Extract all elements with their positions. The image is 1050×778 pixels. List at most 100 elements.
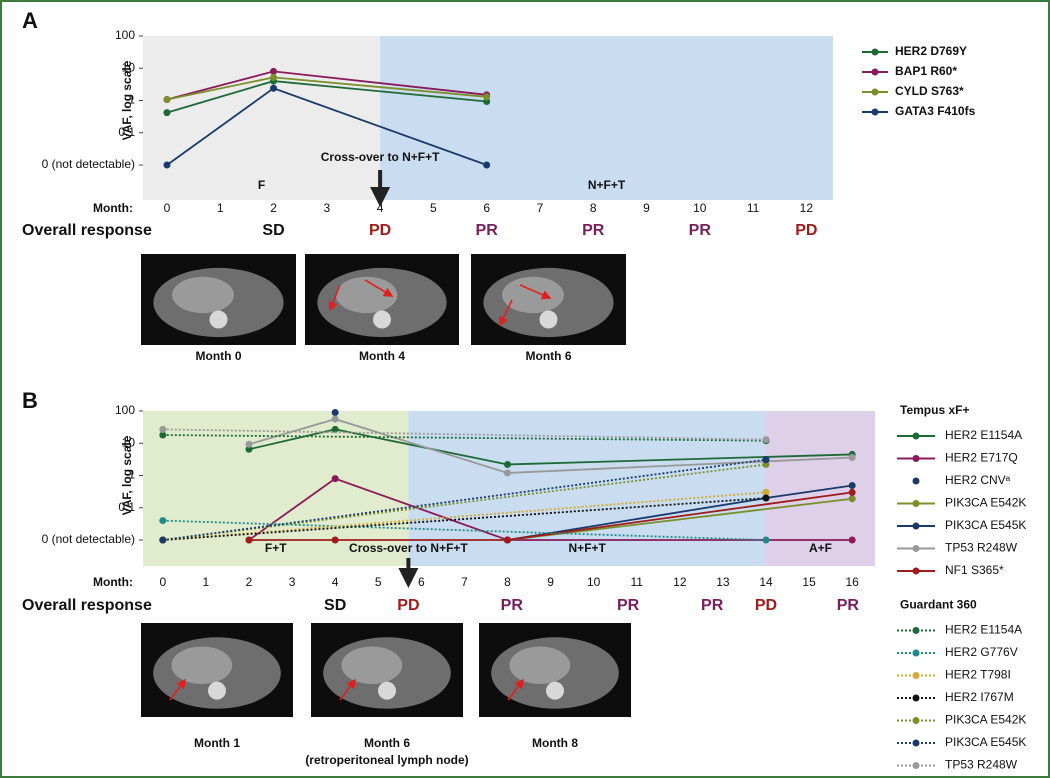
legend-label: TP53 R248W bbox=[945, 541, 1018, 555]
data-point bbox=[503, 536, 511, 544]
data-point bbox=[159, 425, 167, 433]
series-line bbox=[248, 491, 853, 541]
data-point bbox=[163, 109, 171, 117]
x-tick-label: 1 bbox=[203, 575, 210, 589]
data-point bbox=[245, 440, 253, 448]
x-tick-label: 12 bbox=[673, 575, 687, 589]
scan-organ bbox=[341, 646, 403, 685]
series-line bbox=[162, 458, 767, 541]
scan-spine bbox=[208, 681, 226, 700]
legend-label: HER2 D769Y bbox=[895, 44, 967, 58]
legend-label: PIK3CA E545K bbox=[945, 735, 1026, 749]
panel-label: A bbox=[22, 8, 38, 33]
x-tick-label: 10 bbox=[693, 201, 707, 215]
x-tick-label: 1 bbox=[217, 201, 224, 215]
data-point bbox=[270, 67, 278, 75]
scan-organ bbox=[171, 646, 233, 685]
y-tick-label: 10 bbox=[122, 60, 136, 74]
response-label: PR bbox=[476, 222, 499, 239]
legend-label: PIK3CA E542K bbox=[945, 713, 1026, 727]
legend-label: HER2 T798I bbox=[945, 668, 1011, 682]
data-point bbox=[163, 161, 171, 169]
scan-arrow bbox=[364, 279, 394, 297]
legend-marker bbox=[912, 694, 920, 702]
legend-group-title: Guardant 360 bbox=[900, 598, 977, 612]
legend-label: HER2 CNVᵃ bbox=[945, 473, 1011, 487]
y-axis-label: VAF, log scale bbox=[120, 435, 134, 515]
legend-marker bbox=[871, 108, 879, 116]
legend-marker bbox=[871, 88, 879, 96]
scan-spine bbox=[378, 681, 396, 700]
image-caption: Month 0 bbox=[196, 349, 242, 363]
response-heading: Overall response bbox=[22, 222, 152, 239]
response-heading: Overall response bbox=[22, 597, 152, 614]
y-tick-label: 1 bbox=[128, 468, 135, 482]
x-tick-label: 9 bbox=[643, 201, 650, 215]
response-label: PD bbox=[397, 597, 419, 614]
y-tick-label: 100 bbox=[115, 403, 135, 417]
legend-marker bbox=[912, 672, 920, 679]
response-label: PR bbox=[837, 597, 860, 614]
legend-marker bbox=[912, 567, 920, 575]
data-point bbox=[762, 536, 770, 544]
y-tick-label: 0.1 bbox=[118, 500, 135, 514]
x-tick-label: 6 bbox=[418, 575, 425, 589]
phase-band bbox=[143, 36, 381, 200]
x-tick-label: 8 bbox=[590, 201, 597, 215]
x-tick-label: 11 bbox=[631, 575, 644, 589]
y-tick-label: 0.1 bbox=[118, 125, 135, 139]
phase-label: N+F+T bbox=[588, 178, 626, 192]
image-caption: Month 6 bbox=[364, 736, 410, 750]
legend-group-title: Tempus xF+ bbox=[900, 403, 969, 417]
series-line bbox=[162, 428, 767, 441]
data-point bbox=[483, 93, 491, 101]
scan-arrow bbox=[507, 678, 524, 701]
x-tick-label: 4 bbox=[332, 575, 339, 589]
data-point bbox=[848, 536, 856, 544]
legend-label: PIK3CA E542K bbox=[945, 496, 1026, 510]
x-tick-label: 12 bbox=[800, 201, 814, 215]
data-point bbox=[331, 536, 339, 544]
data-point bbox=[503, 469, 511, 477]
y-axis-label: VAF, log scale bbox=[120, 60, 134, 140]
legend-marker bbox=[912, 762, 920, 769]
image-caption: Month 4 bbox=[359, 349, 405, 363]
legend-marker bbox=[912, 522, 920, 530]
x-tick-label: 3 bbox=[289, 575, 296, 589]
response-label: PD bbox=[369, 222, 391, 239]
x-tick-label: 5 bbox=[375, 575, 382, 589]
series-line bbox=[162, 519, 767, 541]
series-line bbox=[162, 434, 767, 442]
data-point bbox=[848, 454, 856, 462]
data-point bbox=[331, 475, 339, 483]
data-point bbox=[848, 495, 856, 503]
x-tick-label: 16 bbox=[845, 575, 859, 589]
series-line bbox=[507, 497, 853, 541]
legend-label: TP53 R248W bbox=[945, 758, 1018, 772]
legend-marker bbox=[871, 48, 879, 56]
response-label: PR bbox=[701, 597, 724, 614]
scan-spine bbox=[539, 310, 558, 329]
legend-marker bbox=[912, 739, 920, 747]
scan-spine bbox=[546, 681, 564, 700]
x-tick-label: 9 bbox=[547, 575, 554, 589]
data-point bbox=[483, 161, 491, 169]
scan-organ bbox=[335, 276, 398, 314]
y-tick-label: 10 bbox=[122, 435, 136, 449]
scan-arrow bbox=[519, 284, 552, 300]
response-label: SD bbox=[324, 597, 346, 614]
data-point bbox=[159, 517, 167, 525]
x-tick-label: 3 bbox=[323, 201, 330, 215]
x-tick-label: 8 bbox=[504, 575, 511, 589]
legend-marker bbox=[912, 500, 920, 507]
x-tick-label: 4 bbox=[377, 201, 384, 215]
x-tick-label: 10 bbox=[587, 575, 601, 589]
data-point bbox=[848, 488, 856, 496]
x-tick-label: 5 bbox=[430, 201, 437, 215]
scan-spine bbox=[209, 310, 228, 329]
response-label: PD bbox=[755, 597, 777, 614]
data-point bbox=[762, 494, 770, 502]
series-line bbox=[162, 497, 767, 541]
scan-arrow bbox=[499, 299, 513, 327]
legend-marker bbox=[912, 477, 920, 485]
